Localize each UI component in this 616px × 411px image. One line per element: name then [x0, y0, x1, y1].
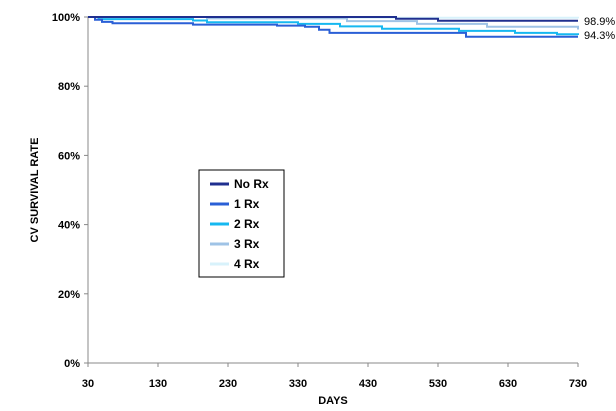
end-value-label: 98.9% [584, 16, 615, 28]
y-axis-title: CV SURVIVAL RATE [29, 138, 41, 243]
legend-label: 2 Rx [234, 217, 260, 231]
y-tick-label: 60% [58, 150, 80, 162]
x-tick-label: 230 [219, 378, 237, 390]
end-labels: 98.9% 94.3% [584, 16, 615, 42]
y-tick-label: 100% [52, 12, 80, 24]
x-tick-label: 130 [149, 378, 167, 390]
y-tick-label: 80% [58, 81, 80, 93]
series-group [88, 16, 579, 38]
end-value-label: 94.3% [584, 30, 615, 42]
y-tick-label: 40% [58, 220, 80, 232]
legend-label: 1 Rx [234, 197, 260, 211]
x-ticks: 30 130 230 330 430 530 630 730 [82, 363, 587, 390]
x-tick-label: 430 [359, 378, 377, 390]
series-line-2-rx [88, 16, 579, 36]
legend-label: No Rx [234, 177, 269, 191]
y-tick-label: 20% [58, 289, 80, 301]
y-tick-label: 0% [64, 358, 80, 370]
x-tick-label: 530 [429, 378, 447, 390]
legend: No Rx 1 Rx 2 Rx 3 Rx 4 Rx [198, 169, 285, 278]
series-line-1-rx [88, 16, 578, 38]
x-tick-label: 330 [289, 378, 307, 390]
legend-label: 4 Rx [234, 257, 260, 271]
x-tick-label: 30 [82, 378, 94, 390]
x-tick-label: 630 [499, 378, 517, 390]
legend-label: 3 Rx [234, 237, 260, 251]
series-line-no-rx [88, 16, 578, 22]
axes [87, 17, 578, 364]
x-tick-label: 730 [569, 378, 587, 390]
y-ticks: 0% 20% 40% 60% 80% 100% [52, 12, 88, 370]
x-axis-title: DAYS [318, 395, 348, 407]
